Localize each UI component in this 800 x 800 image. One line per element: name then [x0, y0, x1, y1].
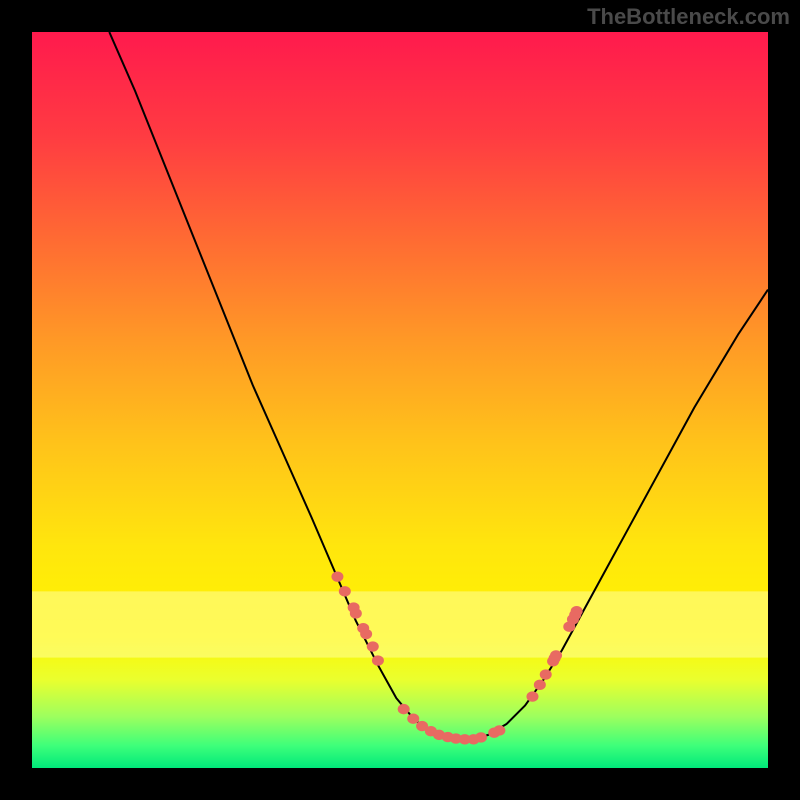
marker-dot: [331, 571, 343, 581]
plot-area: [32, 32, 768, 768]
watermark-text: TheBottleneck.com: [587, 4, 790, 30]
pale-band: [32, 591, 768, 657]
marker-dot: [571, 606, 583, 616]
marker-dot: [398, 704, 410, 714]
marker-dot: [360, 629, 372, 639]
marker-dot: [540, 669, 552, 679]
chart-container: TheBottleneck.com: [0, 0, 800, 800]
chart-svg: [32, 32, 768, 768]
marker-dot: [339, 586, 351, 596]
plot-border: [32, 32, 768, 768]
marker-dot: [550, 650, 562, 660]
marker-dot: [526, 691, 538, 701]
marker-dot: [534, 680, 546, 690]
marker-dot: [407, 713, 419, 723]
marker-dot: [372, 655, 384, 665]
marker-dot: [350, 608, 362, 618]
marker-dot: [493, 725, 505, 735]
marker-dot: [367, 641, 379, 651]
marker-dot: [475, 732, 487, 742]
